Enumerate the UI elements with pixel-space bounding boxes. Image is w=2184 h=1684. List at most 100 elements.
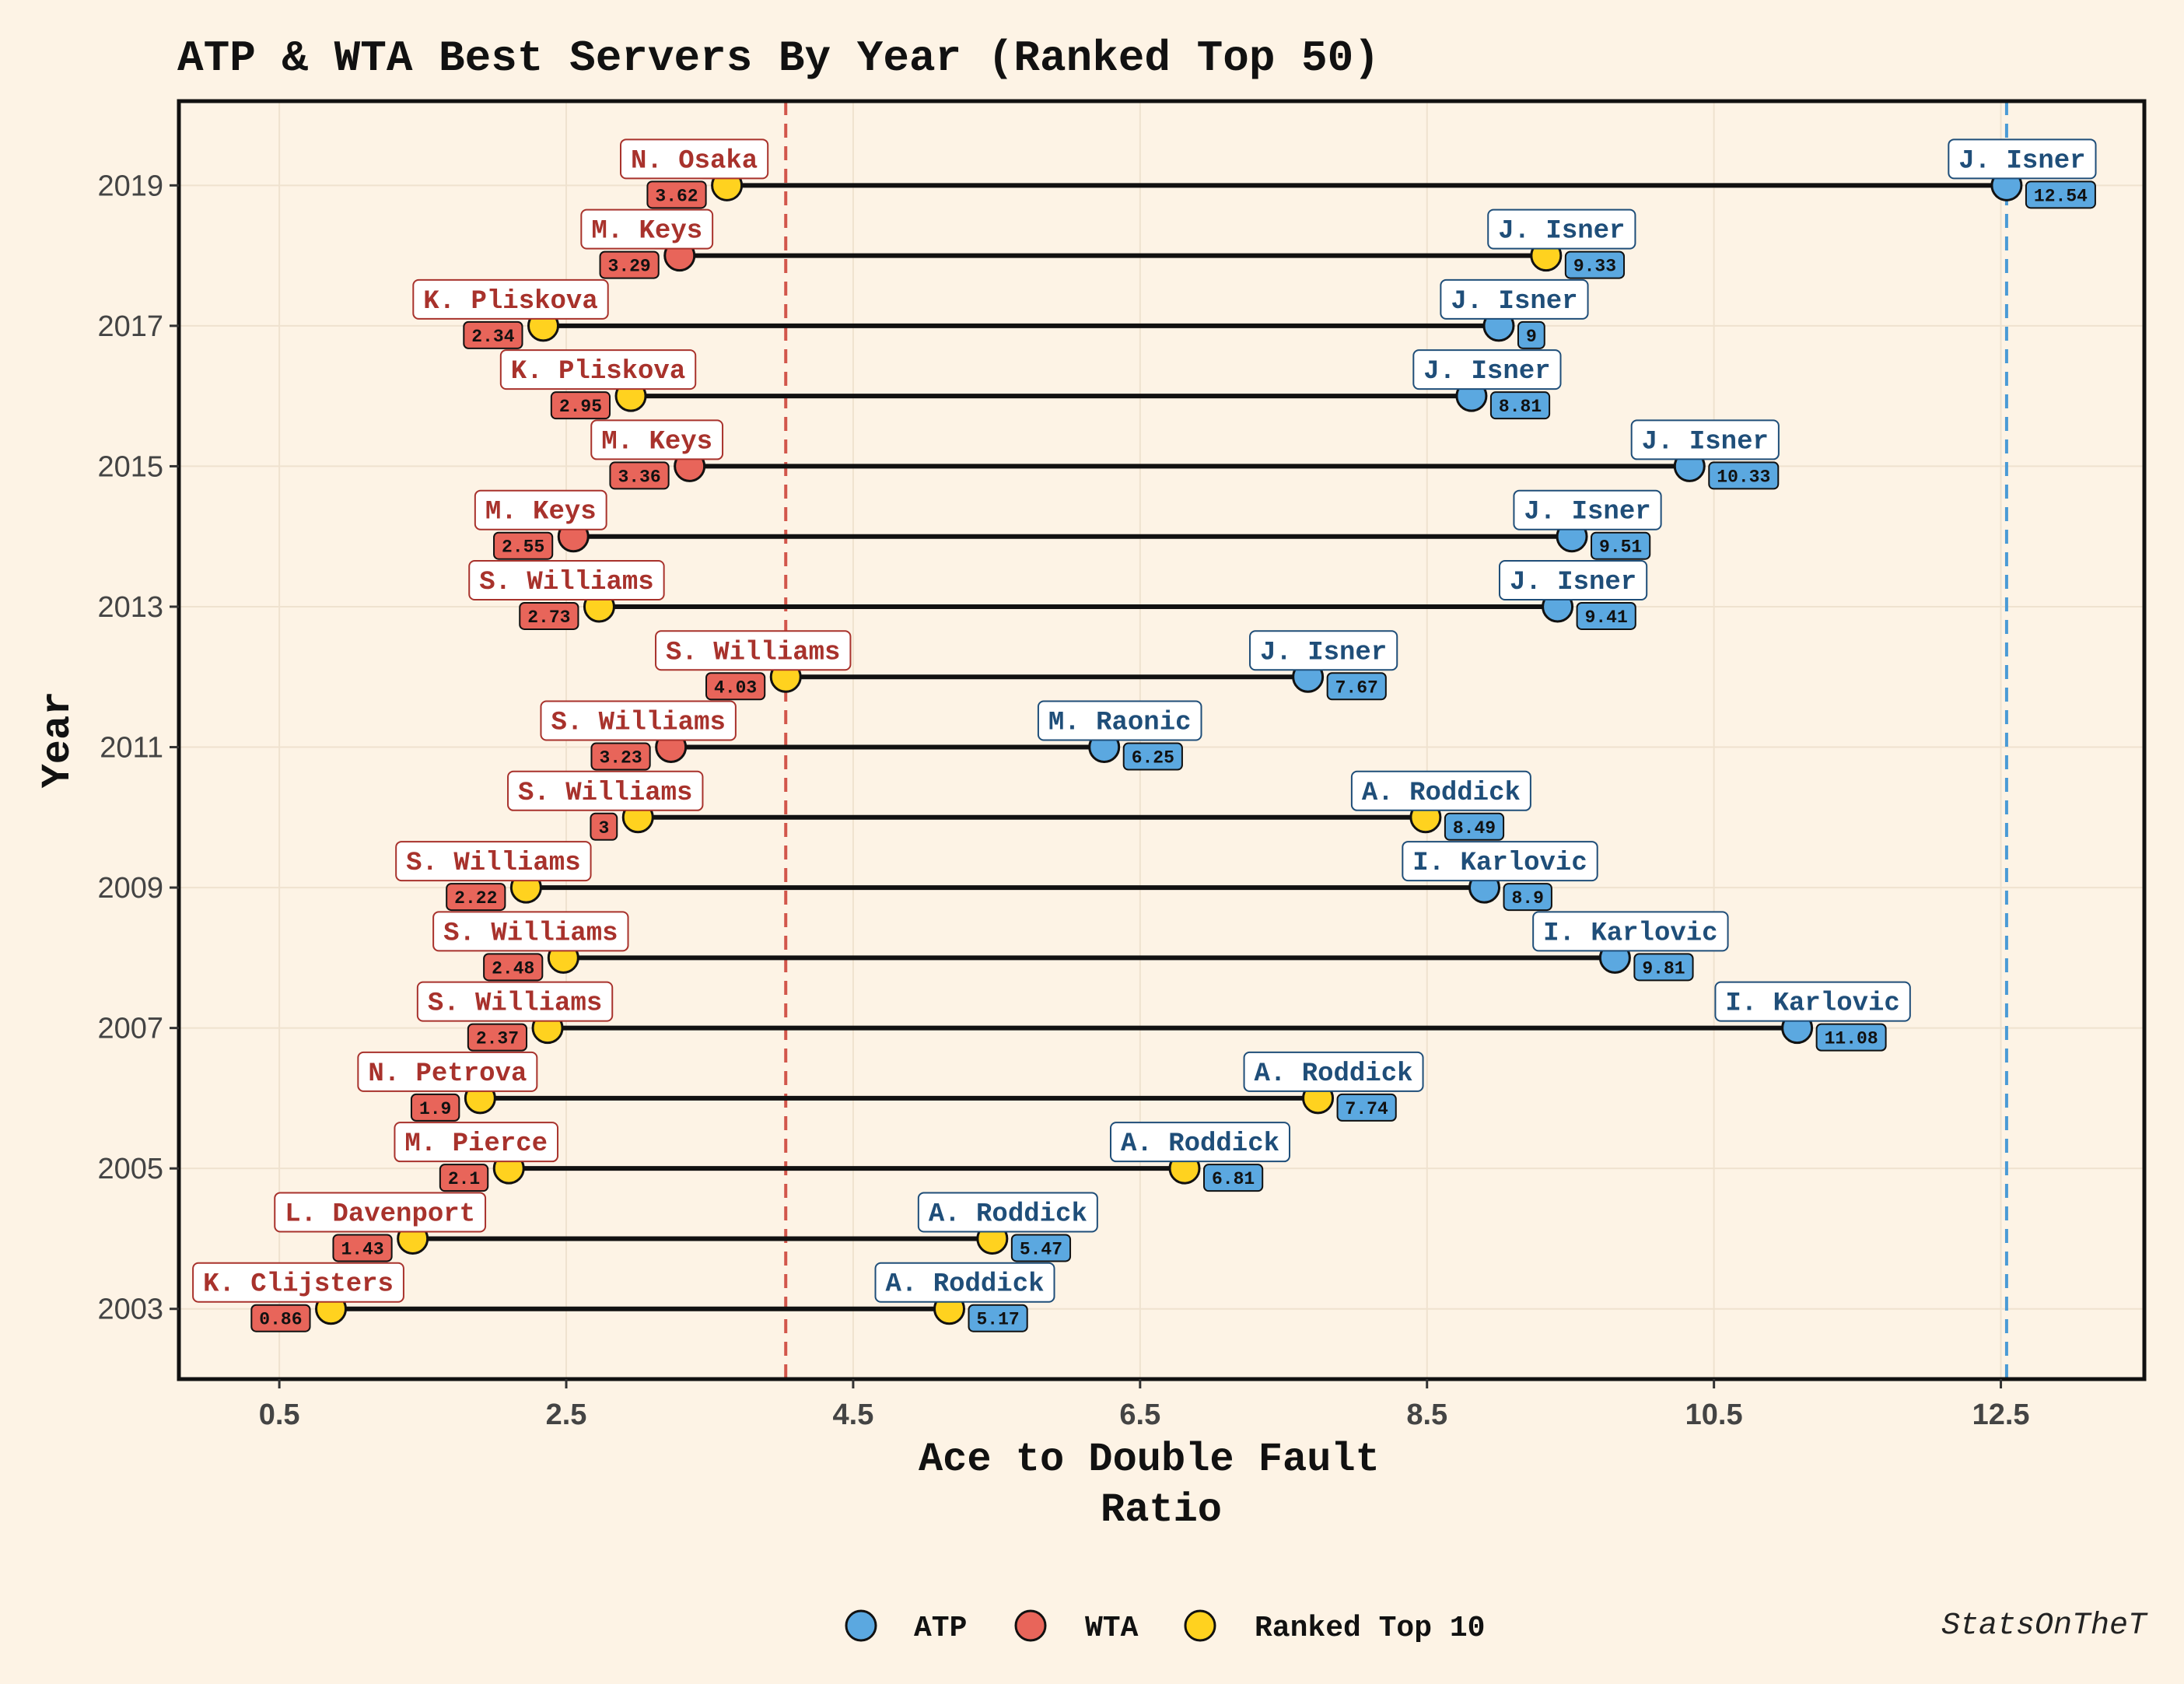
player-name-label: I. Karlovic — [1412, 849, 1587, 878]
value-label: 2.95 — [559, 397, 602, 417]
name-label-box — [1440, 278, 1589, 320]
value-label-box — [1489, 391, 1551, 420]
name-label-box — [357, 1051, 538, 1092]
name-label-box — [499, 349, 697, 390]
value-label: 3 — [598, 818, 609, 838]
value-label: 2.22 — [454, 888, 497, 909]
value-label-box — [1336, 1093, 1397, 1122]
player-name-label: I. Karlovic — [1725, 989, 1899, 1019]
name-label-box — [274, 1192, 487, 1233]
chart-title: ATP & WTA Best Servers By Year (Ranked T… — [177, 33, 1380, 83]
x-tick-label: 8.5 — [1406, 1399, 1447, 1431]
value-label-box — [1591, 531, 1651, 560]
y-tick-label: 2013 — [97, 591, 163, 624]
x-tick-label: 4.5 — [833, 1399, 874, 1431]
value-label: 3.36 — [618, 467, 660, 487]
value-label-box — [2025, 180, 2096, 209]
player-name-label: K. Pliskova — [423, 287, 597, 317]
value-label-box — [1576, 601, 1636, 630]
name-label-box — [874, 1262, 1055, 1303]
name-label-box — [1630, 419, 1780, 460]
y-tick-label: 2011 — [100, 732, 163, 765]
y-tick-label: 2009 — [97, 872, 163, 905]
name-label-box — [432, 911, 629, 952]
value-label: 10.33 — [1717, 467, 1770, 487]
player-name-label: A. Roddick — [885, 1270, 1044, 1300]
value-label-box — [1122, 742, 1183, 771]
value-label-box — [1326, 672, 1387, 701]
value-label: 6.25 — [1132, 748, 1174, 768]
value-label: 7.74 — [1346, 1099, 1388, 1119]
name-label-box — [1249, 630, 1398, 671]
value-label-box — [519, 601, 579, 630]
reference-lines — [784, 101, 2008, 1379]
name-label-box — [474, 489, 607, 530]
value-label-box — [467, 1023, 528, 1052]
value-label: 1.43 — [341, 1239, 383, 1259]
value-label: 7.67 — [1335, 677, 1378, 698]
name-label-box — [590, 419, 724, 460]
player-name-label: S. Williams — [479, 568, 653, 597]
player-name-label: A. Roddick — [1121, 1129, 1279, 1159]
value-label: 8.9 — [1512, 888, 1544, 909]
value-label-box — [463, 320, 523, 349]
value-label-box — [410, 1093, 460, 1122]
name-label-box — [1948, 138, 2097, 180]
name-label-box — [1532, 911, 1729, 952]
value-label: 8.49 — [1453, 818, 1496, 838]
player-name-label: S. Williams — [551, 709, 725, 738]
name-label-box — [580, 208, 714, 250]
player-name-label: N. Petrova — [368, 1059, 527, 1089]
player-name-label: J. Isner — [1451, 287, 1577, 317]
value-label: 6.81 — [1212, 1169, 1255, 1189]
value-label-box — [599, 250, 660, 279]
player-name-label: J. Isner — [1958, 146, 2085, 176]
player-name-label: M. Keys — [601, 427, 712, 457]
player-name-label: S. Williams — [518, 779, 692, 808]
y-tick-label: 2007 — [97, 1013, 163, 1045]
value-label-box — [493, 531, 554, 560]
value-label-box — [1010, 1234, 1072, 1262]
value-label-box — [609, 461, 670, 490]
legend-key-wta — [1014, 1609, 1047, 1642]
value-label: 5.17 — [977, 1310, 1020, 1330]
caption: StatsOnTheT — [1941, 1609, 2148, 1644]
name-label-box — [1110, 1122, 1291, 1163]
value-label-box — [332, 1234, 393, 1262]
name-label-box — [1037, 700, 1202, 741]
value-label: 2.55 — [502, 537, 544, 558]
value-label-box — [1503, 883, 1552, 912]
value-label-box — [1444, 812, 1505, 841]
value-label-box — [1203, 1164, 1264, 1192]
value-label-box — [1708, 461, 1780, 490]
name-label-box — [620, 138, 769, 180]
name-label-box — [394, 1122, 559, 1163]
value-label: 0.86 — [259, 1310, 302, 1330]
x-tick-label: 2.5 — [546, 1399, 587, 1431]
dumbbell-segments — [331, 183, 2007, 1311]
player-name-label: M. Pierce — [404, 1129, 548, 1159]
player-name-label: J. Isner — [1498, 217, 1625, 247]
value-label: 1.9 — [419, 1099, 451, 1119]
value-label: 3.23 — [599, 748, 642, 768]
player-name-label: S. Williams — [666, 638, 840, 667]
value-label-box — [590, 742, 651, 771]
x-axis-title: Ace to Double Fault Ratio — [919, 1437, 1404, 1533]
y-axis-title: Year — [35, 691, 81, 789]
player-name-label: M. Keys — [485, 498, 597, 527]
value-label-box — [705, 672, 766, 701]
name-label-box — [917, 1192, 1098, 1233]
player-name-label: J. Isner — [1260, 638, 1387, 667]
player-name-label: J. Isner — [1642, 427, 1769, 457]
value-label: 9 — [1526, 327, 1537, 347]
value-label-box — [1633, 953, 1694, 982]
value-label: 5.47 — [1020, 1239, 1062, 1259]
name-label-box — [468, 559, 665, 600]
legend-label: WTA — [1085, 1612, 1139, 1645]
x-tick-label: 6.5 — [1119, 1399, 1160, 1431]
name-label-box — [1487, 208, 1636, 250]
value-label: 2.34 — [471, 327, 514, 347]
name-label-box — [1498, 559, 1648, 600]
name-label-box — [540, 700, 737, 741]
player-name-label: K. Clijsters — [203, 1270, 394, 1300]
